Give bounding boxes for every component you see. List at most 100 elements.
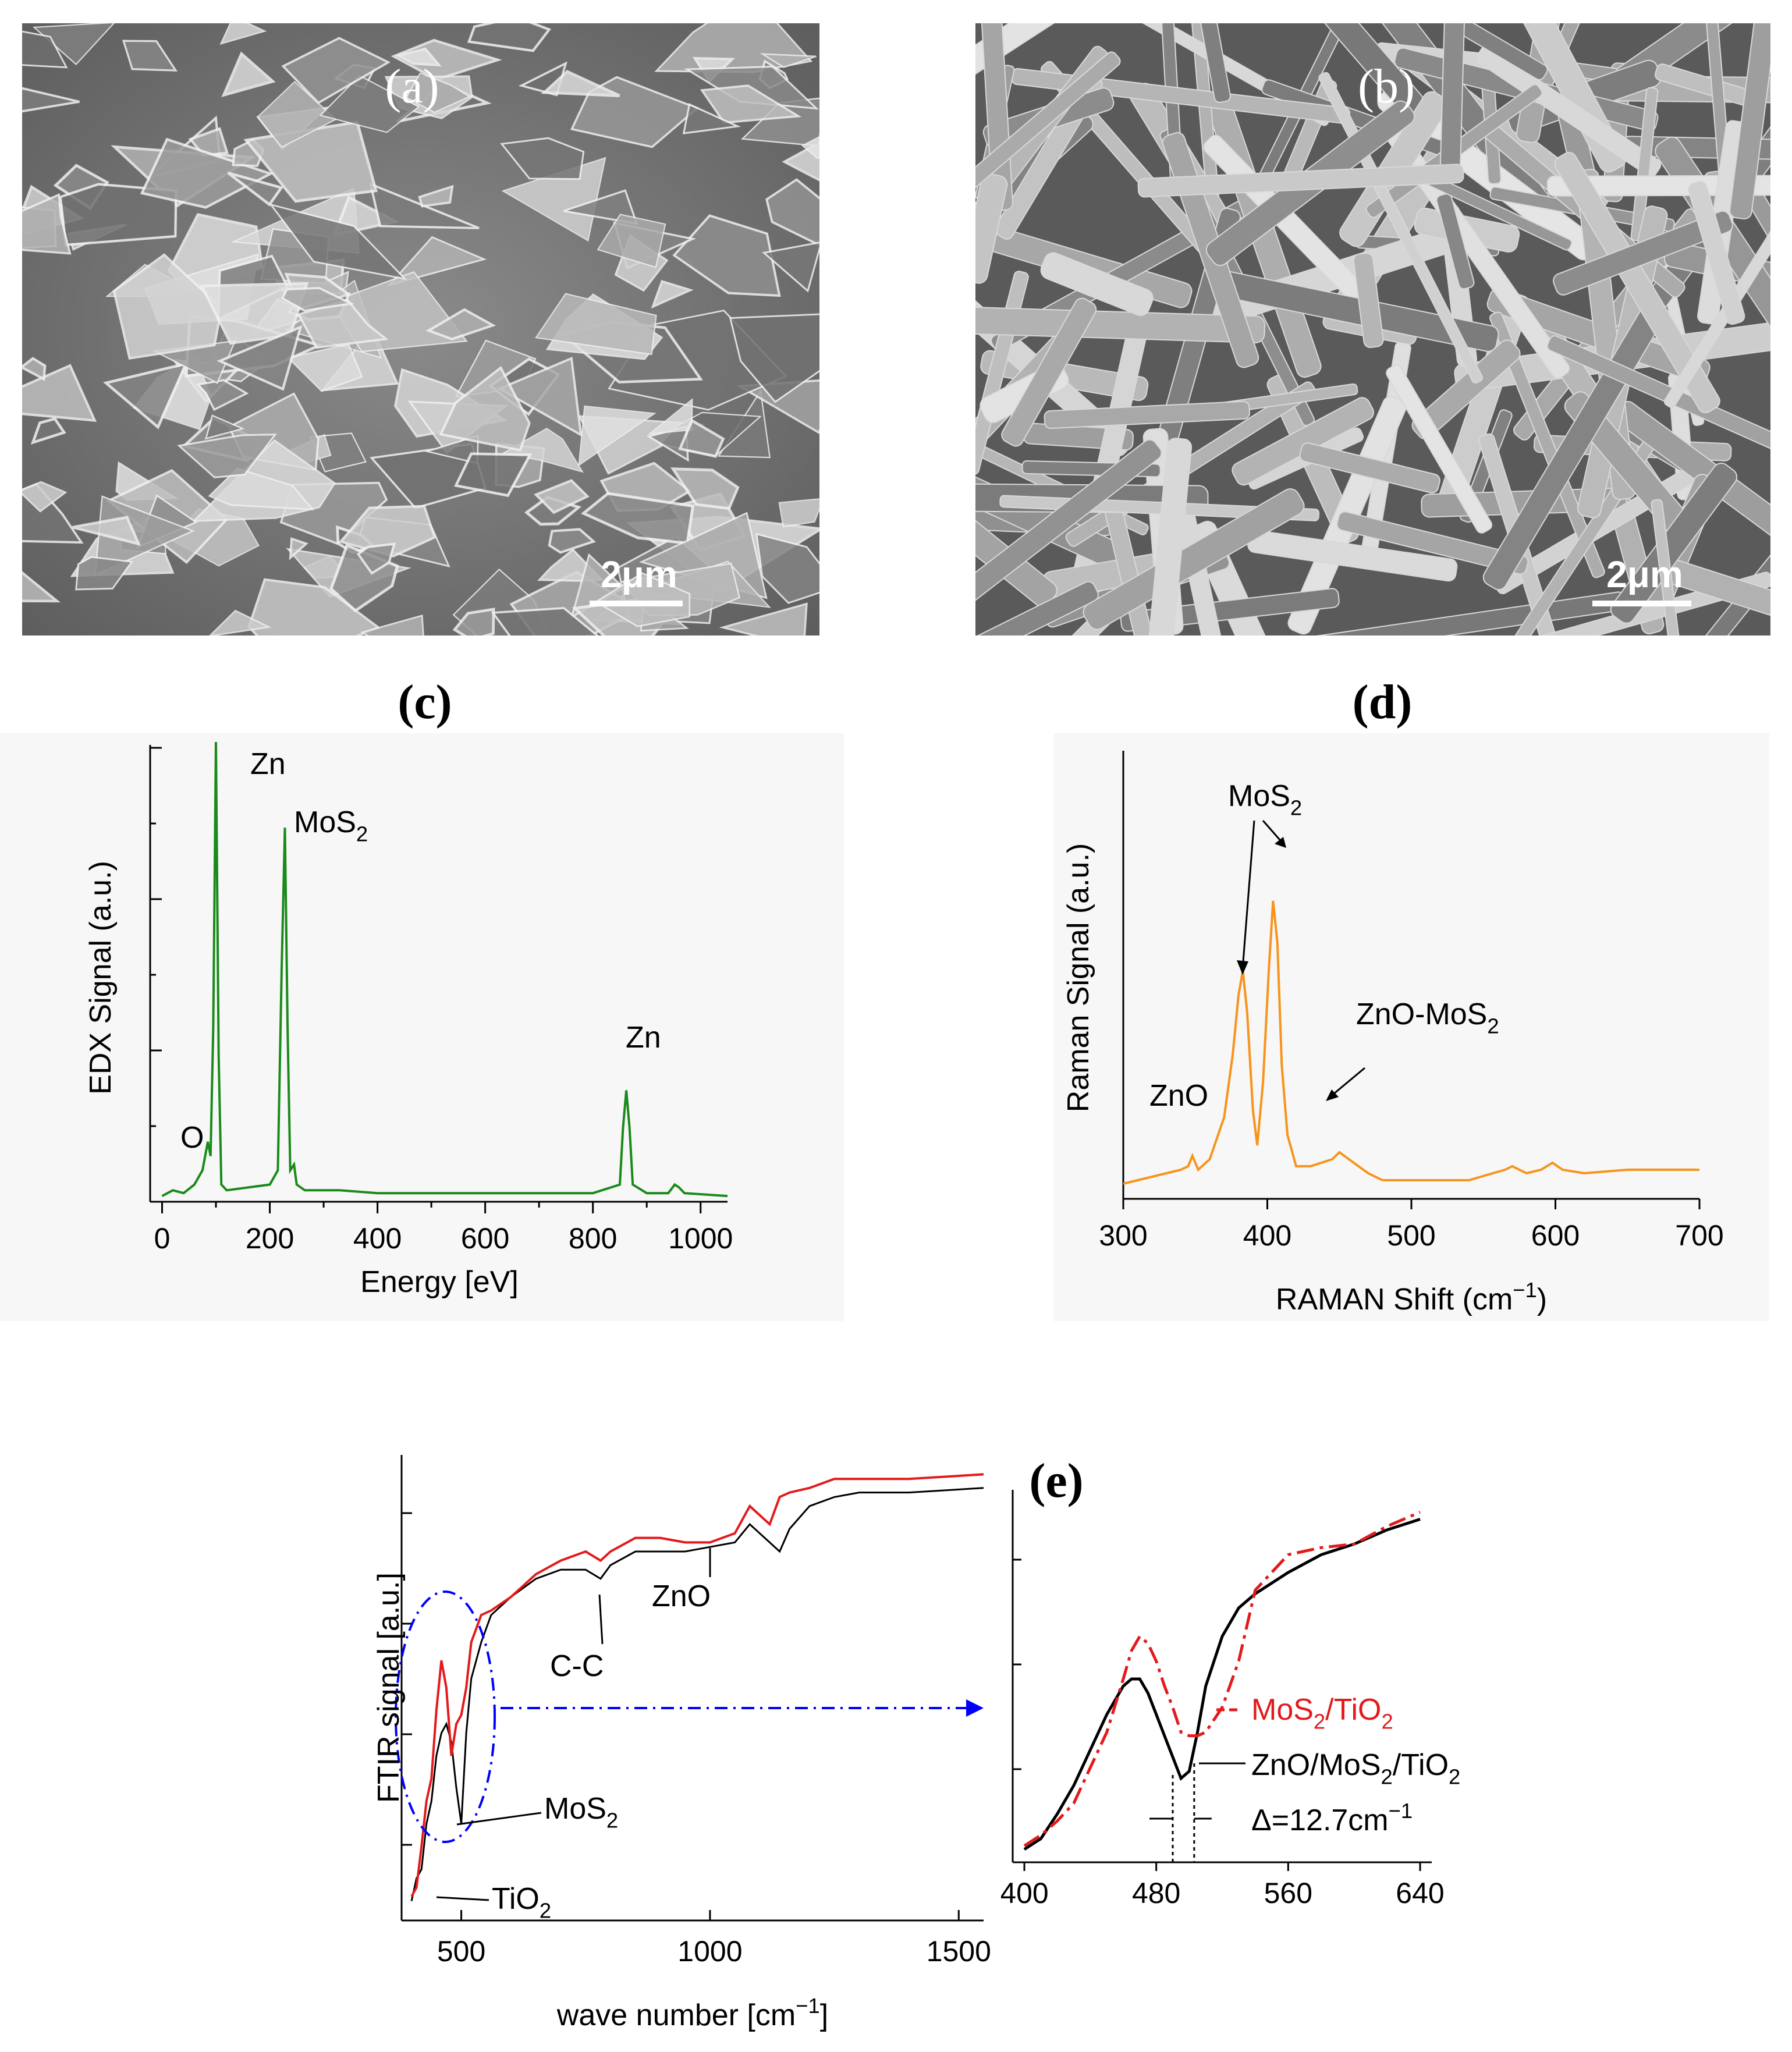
raman-annotation-zno-mos2: ZnO-MoS2	[1356, 997, 1499, 1038]
sem-flake	[452, 608, 495, 636]
sem-flake	[682, 103, 741, 134]
sem-rod	[1411, 339, 1521, 440]
ftir-y-axis-label: FTIR signal [a.u.]	[372, 1572, 406, 1803]
sem-flake	[217, 325, 303, 391]
edx-x-tick-label: 600	[461, 1222, 509, 1255]
inset-x-tick-label: 560	[1264, 1877, 1312, 1909]
sem-rod	[1137, 164, 1464, 198]
sem-flake	[778, 498, 819, 528]
panel-label-b: (b)	[1358, 59, 1415, 113]
sem-flake	[700, 84, 802, 124]
sem-flake	[205, 414, 245, 440]
sem-rod	[1688, 180, 1745, 325]
edx-x-axis-label: Energy [eV]	[360, 1265, 519, 1299]
sem-rod	[975, 51, 1121, 218]
sem-flake	[439, 365, 531, 452]
sem-rod	[975, 439, 1162, 636]
chart-edx: 0 200 400 600 800 1000 Energy [eV] EDX Signal (…	[0, 733, 844, 1321]
sem-flake	[801, 136, 819, 159]
inset-delta-label: Δ=12.7cm−1	[1251, 1799, 1413, 1837]
sem-rod	[1476, 45, 1662, 177]
edx-annotation-mos2: MoS2	[294, 805, 368, 846]
sem-image-b: (b) 2μm	[975, 23, 1770, 636]
scale-bar-label-b: 2μm	[1606, 553, 1683, 595]
sem-rod	[975, 306, 1266, 343]
ftir-annotation-tio2: TiO2	[492, 1882, 551, 1923]
sem-rod	[1478, 433, 1584, 636]
sem-flake	[72, 516, 141, 546]
sem-flake	[500, 137, 585, 180]
raman-arrowhead-3	[1326, 1089, 1339, 1101]
raman-x-axis-label: RAMAN Shift (cm−1)	[1276, 1278, 1547, 1316]
sem-flake	[281, 37, 391, 105]
sem-rod	[1553, 210, 1733, 296]
sem-rod	[1554, 151, 1720, 413]
sem-flake	[719, 602, 808, 636]
sem-flake	[227, 171, 284, 207]
sem-flake	[94, 495, 195, 576]
ftir-arrow-cc	[598, 1594, 604, 1645]
inset-x-tick-label: 640	[1396, 1877, 1444, 1909]
raman-y-axis-label: Raman Signal (a.u.)	[1062, 843, 1095, 1112]
sem-flake	[548, 528, 596, 554]
ftir-x-tick-label: 1500	[927, 1935, 991, 1968]
ftir-arrow-mos2	[456, 1812, 542, 1826]
sem-flake	[289, 537, 308, 560]
ftir-x-tick-label: 500	[437, 1935, 485, 1968]
sem-flake	[356, 542, 396, 575]
ftir-annotation-mos2: MoS2	[544, 1792, 618, 1833]
edx-y-axis-label: EDX Signal (a.u.)	[84, 861, 118, 1095]
sem-rod	[1044, 400, 1250, 429]
sem-flake	[729, 313, 819, 403]
panel-label-d: (d)	[1352, 675, 1413, 729]
sem-flake	[219, 23, 267, 45]
sem-flake	[425, 308, 496, 340]
ftir-zoom-ellipse	[395, 1591, 496, 1843]
edx-annotation-o: O	[180, 1121, 204, 1155]
sem-rod	[1450, 23, 1548, 80]
sem-flake	[257, 80, 337, 148]
sem-flake	[22, 30, 68, 69]
sem-rod	[1336, 511, 1529, 575]
sem-flake	[760, 53, 817, 68]
raman-x-tick-label: 300	[1099, 1219, 1147, 1252]
sem-rod	[975, 23, 1013, 211]
ftir-x-tick-label: 1000	[677, 1935, 742, 1968]
inset-x-tick-label: 400	[1001, 1877, 1049, 1909]
sem-flake	[580, 492, 695, 545]
sem-flake	[672, 214, 781, 297]
sem-flake	[535, 293, 657, 356]
chart-ftir-inset: 400480560640wave number [cm−1]MoS2/TiO2Z…	[1001, 1490, 1460, 1909]
inset-legend-mos2-tio2: MoS2/TiO2	[1251, 1693, 1393, 1734]
sem-flake	[75, 556, 134, 591]
sem-rod	[1001, 297, 1097, 447]
sem-rod	[1651, 499, 1690, 636]
sem-rod	[1630, 87, 1659, 242]
sem-flake	[563, 189, 638, 225]
sem-flake	[209, 609, 272, 636]
sem-flake	[755, 532, 819, 604]
raman-x-tick-label: 400	[1243, 1219, 1291, 1252]
sem-rod	[1353, 252, 1384, 348]
edx-series-line	[161, 741, 728, 1198]
sem-flake	[594, 572, 691, 627]
sem-flake	[670, 467, 740, 510]
raman-arrowhead-2	[1275, 837, 1286, 848]
sem-flake	[338, 505, 437, 558]
sem-rod	[1083, 488, 1305, 630]
sem-flake	[765, 178, 819, 247]
sem-flake	[30, 417, 66, 445]
edx-x-tick-label: 200	[246, 1222, 294, 1255]
ftir-annotation-c-c: C-C	[550, 1649, 604, 1683]
chart-raman: 300 400 500 600 700 RAMAN Shift (cm−1) Raman S…	[1053, 733, 1769, 1321]
sem-flake	[22, 87, 80, 113]
ftir-series-0	[410, 1487, 984, 1901]
sem-flake	[395, 47, 442, 67]
scale-bar-label-a: 2μm	[601, 553, 677, 595]
sem-rod	[1138, 438, 1193, 636]
sem-flake	[534, 479, 590, 514]
sem-flake	[496, 356, 583, 437]
sem-image-a: (a) 2μm	[22, 23, 819, 636]
raman-arrow-1	[1241, 820, 1255, 970]
raman-x-tick-label: 700	[1675, 1219, 1723, 1252]
